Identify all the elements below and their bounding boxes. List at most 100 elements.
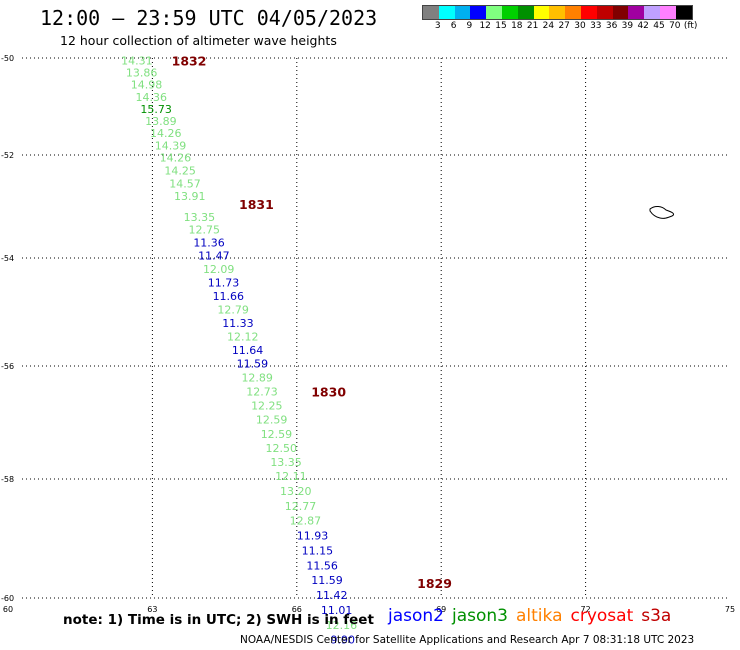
legend-swatch (644, 6, 660, 19)
legend-labels: 3 6 9 12 15 18 21 24 27 30 33 36 39 42 45 70 (ft) (422, 20, 697, 32)
wave-height-value: 13.20 (280, 485, 312, 498)
wave-height-value: 12.89 (241, 371, 272, 384)
satellite-name: altika (516, 606, 563, 626)
y-tick-label: -56 (1, 362, 14, 371)
wave-height-value: 12.73 (246, 385, 278, 398)
legend-label: 24 (542, 21, 555, 31)
x-tick-label: 72 (581, 605, 591, 614)
wave-height-value: 14.25 (164, 164, 196, 177)
satellite-name: jason3 (452, 606, 508, 626)
wave-height-value: 14.98 (131, 79, 163, 92)
wave-height-value: 11.59 (237, 357, 269, 370)
pass-labels: 1832 1831 1830 1829 (172, 53, 452, 591)
legend-label: 18 (511, 21, 523, 31)
satellite-name: cryosat (570, 606, 634, 626)
legend-label: 3 (434, 21, 441, 31)
legend-label: 36 (605, 21, 618, 31)
legend-swatch (517, 6, 534, 19)
legend-label: 39 (621, 21, 634, 31)
axis-ticks: 60 63 66 69 72 75 -50 -52 -54 -56 -58 -60 (1, 54, 735, 614)
pass-number-label: 1830 (311, 384, 346, 399)
legend-label: 30 (574, 21, 586, 31)
wave-height-value: 13.35 (184, 211, 216, 224)
wave-height-value: 11.66 (213, 290, 245, 303)
wave-height-value: 14.26 (150, 127, 182, 140)
x-tick-label: 63 (147, 605, 157, 614)
legend-swatch (438, 6, 455, 19)
wave-height-value: 11.59 (311, 574, 343, 587)
wave-height-value: 14.39 (155, 139, 187, 152)
grid-lines (22, 57, 730, 599)
wave-height-value: 14.57 (169, 177, 201, 190)
wave-height-value: 9.90 (330, 634, 355, 647)
wave-height-value: 11.15 (302, 544, 334, 557)
footer-note: note: 1) Time is in UTC; 2) SWH is in fe… (63, 612, 374, 628)
legend-label: 70 (669, 21, 681, 31)
legend-label: 21 (526, 21, 539, 31)
legend-swatches (422, 5, 693, 20)
map-title: 12:00 – 23:59 UTC 04/05/2023 (40, 6, 378, 30)
legend-label: 33 (590, 21, 602, 31)
wave-height-value: 12.09 (203, 263, 235, 276)
legend-swatch (628, 6, 645, 19)
wave-height-value: 11.47 (198, 249, 230, 262)
x-tick-label: 60 (3, 605, 13, 614)
wave-height-value: 12.75 (189, 224, 221, 237)
pass-number-label: 1829 (417, 576, 452, 591)
legend-swatch (596, 6, 613, 19)
x-tick-label: 66 (292, 605, 302, 614)
x-tick-label: 69 (436, 605, 446, 614)
wave-height-value: 13.89 (145, 115, 177, 128)
wave-height-value: 14.26 (160, 152, 192, 165)
legend-swatch (580, 6, 597, 19)
pass-number-label: 1832 (172, 53, 207, 68)
legend-swatch (454, 6, 471, 19)
wave-height-value: 12.87 (290, 515, 322, 528)
wave-height-value: 11.64 (232, 344, 264, 357)
y-tick-label: -54 (1, 254, 14, 263)
wave-height-value: 12.25 (251, 400, 283, 413)
wave-height-value: 13.91 (174, 190, 206, 203)
wave-height-value: 11.83 (335, 649, 367, 650)
wave-height-value: 11.36 (193, 237, 225, 250)
island-outline (649, 206, 675, 219)
legend-label: 6 (450, 21, 457, 31)
wave-height-value: 11.01 (321, 604, 353, 617)
wave-height-value: 11.73 (208, 276, 240, 289)
legend-swatch (659, 6, 676, 19)
legend-label: (ft) (683, 21, 698, 31)
legend-swatch (501, 6, 518, 19)
wave-height-value: 12.12 (227, 330, 258, 343)
wave-height-value: 12.50 (266, 442, 298, 455)
legend-label: 45 (653, 21, 665, 31)
satellite-name: s3a (641, 606, 672, 626)
legend-swatch (423, 6, 439, 19)
wave-height-value: 14.36 (136, 91, 168, 104)
wave-height-value: 12.16 (326, 619, 358, 632)
wave-height-value: 12.59 (256, 414, 287, 427)
y-tick-label: -50 (1, 54, 14, 63)
observation-labels: 14.3113.8614.9814.3615.7313.8914.2614.39… (121, 54, 367, 650)
wave-height-value: 11.93 (297, 530, 329, 543)
legend-swatch (533, 6, 550, 19)
map-subtitle: 12 hour collection of altimeter wave hei… (60, 33, 337, 48)
x-tick-label: 75 (725, 605, 735, 614)
legend-label: 42 (637, 21, 649, 31)
pass-number-label: 1831 (239, 197, 274, 212)
satellite-legend: jason2 jason3 altika cryosat s3a (388, 606, 679, 626)
legend-swatch (565, 6, 581, 19)
wave-height-value: 13.86 (126, 67, 158, 80)
wave-height-value: 11.33 (222, 317, 254, 330)
wave-height-value: 15.73 (140, 103, 172, 116)
wave-height-value: 12.11 (275, 470, 307, 483)
legend-swatch (612, 6, 629, 19)
credit-line: NOAA/NESDIS Center for Satellite Applica… (240, 634, 695, 646)
y-tick-label: -58 (1, 475, 14, 484)
color-legend: 3 6 9 12 15 18 21 24 27 30 33 36 39 42 45 70 (ft) (422, 5, 697, 32)
wave-height-value: 12.59 (261, 428, 293, 441)
wave-height-value: 13.35 (270, 456, 302, 469)
wave-height-value: 12.79 (217, 303, 249, 316)
legend-swatch (486, 6, 502, 19)
satellite-name: jason2 (388, 606, 444, 626)
legend-swatch (549, 6, 566, 19)
